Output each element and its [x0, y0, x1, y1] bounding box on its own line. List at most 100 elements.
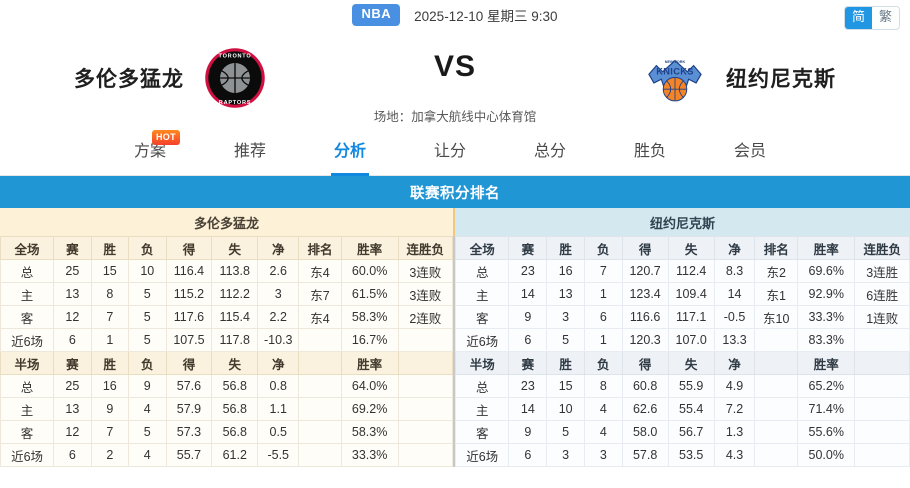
- stat-cell: 55.4: [667, 397, 715, 421]
- stat-cell: 7: [90, 420, 130, 444]
- stat-cell: 7: [584, 259, 623, 283]
- stat-cell: [298, 374, 342, 398]
- column-header: [298, 351, 342, 375]
- tab-membership-label: 会员: [733, 142, 766, 160]
- stat-cell: 2连败: [397, 305, 454, 329]
- column-header: 连胜负: [397, 236, 454, 260]
- stat-cell: [854, 328, 910, 352]
- column-header: 负: [128, 236, 167, 260]
- column-header: 胜: [546, 351, 586, 375]
- stat-cell: [854, 397, 910, 421]
- stat-cell: [298, 328, 342, 352]
- stat-cell: 7: [90, 305, 130, 329]
- stat-cell: 3连败: [397, 282, 454, 306]
- tab-plan[interactable]: 方案 HOT: [100, 128, 200, 176]
- stat-cell: 6: [584, 305, 623, 329]
- vs-label: VS: [433, 50, 477, 83]
- column-header: 赛: [508, 351, 548, 375]
- tab-analysis[interactable]: 分析: [300, 128, 400, 176]
- stat-cell: -10.3: [257, 328, 300, 352]
- vs-block: VS 场地：加拿大航线中心体育馆: [340, 38, 570, 125]
- stat-cell: 4.3: [713, 443, 756, 467]
- away-table-body: 总 23 16 7 120.7 112.4 8.3 东2 69.6% 3连胜主 14 13 1 123.4…: [454, 259, 910, 467]
- stat-cell: 113.8: [211, 259, 259, 283]
- table-row: 总 25 16 9 57.6 56.8 0.8 64.0%: [0, 374, 454, 398]
- lang-traditional-button[interactable]: 繁: [871, 7, 899, 29]
- table-header-row: 半场赛胜负得失净 胜率: [0, 351, 454, 375]
- stat-cell: 23: [508, 259, 548, 283]
- stat-cell: 1: [584, 328, 623, 352]
- stat-cell: 56.8: [211, 420, 259, 444]
- stat-cell: 1.3: [713, 420, 756, 444]
- row-label: 客: [454, 420, 510, 444]
- stat-cell: 107.5: [165, 328, 213, 352]
- home-team[interactable]: 多伦多猛龙 TORONTO RAPTORS: [0, 38, 340, 118]
- section-title: 联赛积分排名: [0, 176, 910, 208]
- table-row: 客 12 7 5 57.3 56.8 0.5 58.3%: [0, 420, 454, 444]
- table-header-row: 全场赛胜负得失净排名 胜率 连胜负: [454, 236, 910, 260]
- stat-cell: [854, 420, 910, 444]
- column-header: 得: [165, 236, 213, 260]
- column-header: [397, 351, 454, 375]
- stat-cell: 112.4: [667, 259, 715, 283]
- table-row: 近6场 6 5 1 120.3 107.0 13.3 83.3%: [454, 328, 910, 352]
- away-team[interactable]: KNICKS NEW YORK 纽约尼克斯: [570, 38, 910, 118]
- column-header: 得: [621, 236, 669, 260]
- column-header: [854, 351, 910, 375]
- tab-recommend[interactable]: 推荐: [200, 128, 300, 176]
- stat-cell: [754, 328, 799, 352]
- stat-cell: 9: [128, 374, 167, 398]
- stat-cell: 东1: [754, 282, 799, 306]
- lang-simplified-button[interactable]: 简: [844, 7, 872, 29]
- tab-handicap[interactable]: 让分: [400, 128, 500, 176]
- column-header: 排名: [754, 236, 799, 260]
- stat-cell: 4: [584, 420, 623, 444]
- stat-cell: 1: [584, 282, 623, 306]
- stat-cell: 3: [546, 443, 586, 467]
- row-label: 客: [0, 305, 55, 329]
- stat-cell: 58.3%: [340, 305, 399, 329]
- teams-header: 多伦多猛龙 TORONTO RAPTORS VS 场地：加拿大航线中心体育馆: [0, 30, 910, 128]
- stat-cell: [754, 443, 799, 467]
- stat-cell: 4.9: [713, 374, 756, 398]
- stat-cell: 25: [53, 259, 92, 283]
- stat-cell: 16: [90, 374, 130, 398]
- hot-badge: HOT: [152, 129, 180, 145]
- row-label: 总: [454, 259, 510, 283]
- stat-cell: 117.6: [165, 305, 213, 329]
- match-datetime: 2025-12-10 星期三 9:30: [414, 9, 558, 24]
- column-header: 胜率: [797, 351, 856, 375]
- row-label: 主: [0, 282, 55, 306]
- stat-cell: 东4: [298, 259, 342, 283]
- home-team-name: 多伦多猛龙: [74, 68, 184, 91]
- stat-cell: 115.2: [165, 282, 213, 306]
- stat-cell: 56.8: [211, 397, 259, 421]
- stat-cell: 13: [53, 282, 92, 306]
- table-row: 主 14 10 4 62.6 55.4 7.2 71.4%: [454, 397, 910, 421]
- stat-cell: 4: [584, 397, 623, 421]
- stat-cell: 8.3: [713, 259, 756, 283]
- column-header: 胜率: [340, 236, 399, 260]
- column-header: 连胜负: [854, 236, 910, 260]
- stat-cell: 7.2: [713, 397, 756, 421]
- stat-cell: 2.6: [257, 259, 300, 283]
- stat-cell: 33.3%: [340, 443, 399, 467]
- column-header: 胜: [90, 351, 130, 375]
- stat-cell: 东2: [754, 259, 799, 283]
- column-header: 负: [584, 351, 623, 375]
- stat-cell: 60.0%: [340, 259, 399, 283]
- column-header: 负: [128, 351, 167, 375]
- tab-total-score[interactable]: 总分: [500, 128, 600, 176]
- stat-cell: 107.0: [667, 328, 715, 352]
- stat-cell: 120.3: [621, 328, 669, 352]
- tab-win-loss[interactable]: 胜负: [600, 128, 700, 176]
- stat-cell: 116.6: [621, 305, 669, 329]
- standings-tables: 全场赛胜负得失净排名 胜率 连胜负总 25 15 10 116.4 113.8 2.6 东4 60.…: [0, 236, 910, 467]
- stat-cell: 6: [508, 443, 548, 467]
- stat-cell: 6: [508, 328, 548, 352]
- language-toggle[interactable]: 简 繁: [843, 6, 900, 30]
- column-header: 胜率: [340, 351, 399, 375]
- stat-cell: 6: [53, 328, 92, 352]
- table-row: 近6场 6 1 5 107.5 117.8 -10.3 16.7%: [0, 328, 454, 352]
- tab-membership[interactable]: 会员: [700, 128, 800, 176]
